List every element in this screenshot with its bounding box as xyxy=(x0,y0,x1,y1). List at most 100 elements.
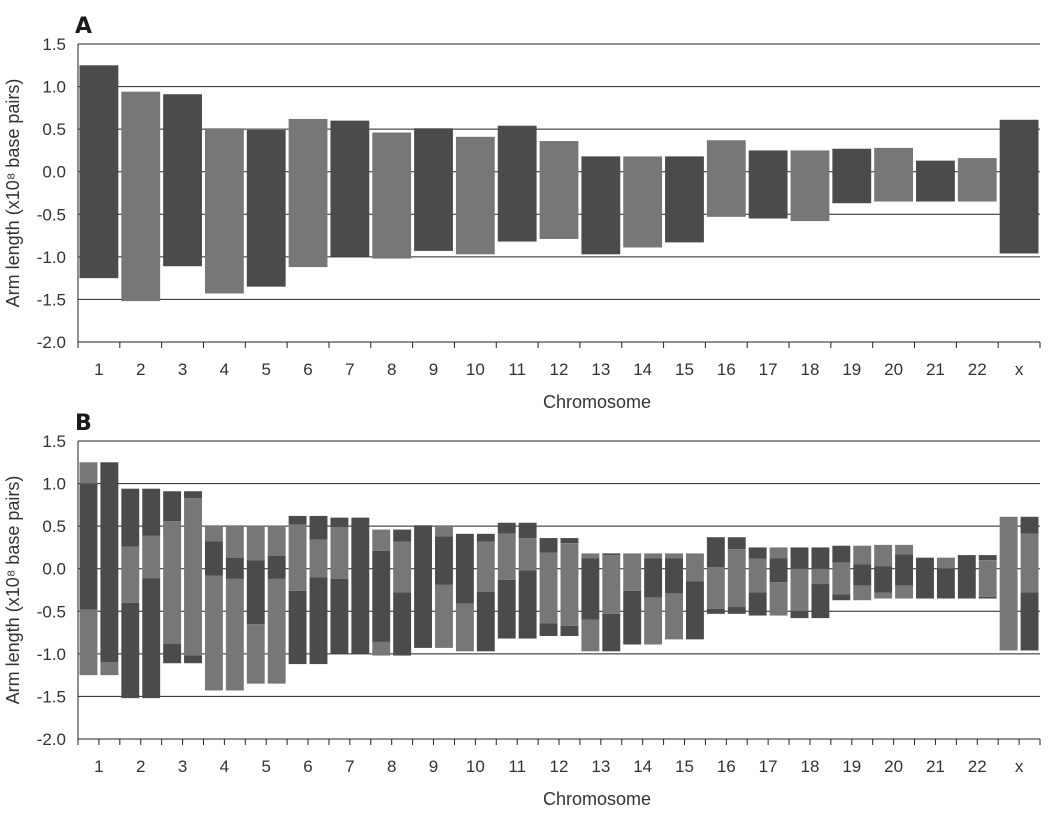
bar-segment xyxy=(978,560,997,597)
bar-segment xyxy=(811,568,830,585)
bar-segment xyxy=(769,582,788,616)
bar-segment xyxy=(351,517,370,654)
y-tick-label: -1.5 xyxy=(37,290,66,309)
x-tick-label: 19 xyxy=(842,360,861,379)
bar-segment xyxy=(1020,516,1039,534)
x-tick-label: 13 xyxy=(591,757,610,776)
x-tick-label: 15 xyxy=(675,360,694,379)
bar-segment xyxy=(204,525,223,542)
bar-segment xyxy=(518,522,537,539)
bar-segment xyxy=(497,579,516,639)
bar-segment xyxy=(372,641,391,656)
y-tick-label: 0.5 xyxy=(42,517,66,536)
bar-segment xyxy=(330,526,349,579)
x-tick-label: 22 xyxy=(968,757,987,776)
bar-segment xyxy=(665,553,683,559)
bar-segment xyxy=(142,488,161,536)
bar-segment xyxy=(936,568,955,599)
bar xyxy=(874,147,914,202)
bar-segment xyxy=(163,643,182,664)
bar xyxy=(539,141,579,239)
bar xyxy=(957,158,997,202)
bar xyxy=(916,160,955,202)
bar-segment xyxy=(267,578,286,684)
x-tick-label: 5 xyxy=(261,360,270,379)
x-tick-label: 11 xyxy=(508,757,526,776)
bar-segment xyxy=(163,491,182,522)
x-tick-label: 14 xyxy=(633,360,652,379)
bar xyxy=(581,156,621,255)
x-tick-label: x xyxy=(1015,360,1024,379)
bar-segment xyxy=(832,562,851,595)
bar-segment xyxy=(727,537,746,550)
bar-segment xyxy=(685,553,704,582)
bar-segment xyxy=(1020,592,1039,651)
bar-segment xyxy=(706,567,725,609)
bar xyxy=(665,156,704,243)
bar-segment xyxy=(560,543,579,626)
bar xyxy=(288,118,328,268)
bar-segment xyxy=(581,553,600,559)
bar-segment xyxy=(936,557,955,569)
bar-segment xyxy=(497,533,516,580)
bar-segment xyxy=(204,575,223,691)
bar-segment xyxy=(476,541,495,592)
bar xyxy=(455,136,495,255)
x-tick-label: 15 xyxy=(675,757,694,776)
bar-segment xyxy=(895,544,914,555)
bar-segment xyxy=(644,553,663,559)
bar-segment xyxy=(644,597,663,645)
y-tick-label: 1.5 xyxy=(42,35,66,54)
bar-segment xyxy=(309,515,328,540)
bar-segment xyxy=(727,607,746,614)
bar-segment xyxy=(288,524,307,591)
bar-segment xyxy=(665,558,683,594)
bar-segment xyxy=(163,521,182,644)
bar-segment xyxy=(455,533,474,604)
bar xyxy=(414,128,453,251)
bar-segment xyxy=(267,526,286,556)
x-tick-label: 10 xyxy=(466,757,485,776)
x-tick-label: 17 xyxy=(759,757,778,776)
bar-segment xyxy=(204,541,223,576)
bar-segment xyxy=(874,592,893,599)
x-tick-label: 6 xyxy=(303,757,312,776)
bar-segment xyxy=(790,611,809,619)
x-axis-title: Chromosome xyxy=(543,789,651,809)
x-tick-label: 20 xyxy=(884,360,903,379)
bar-segment xyxy=(184,491,202,499)
x-tick-label: x xyxy=(1015,757,1024,776)
bar-segment xyxy=(811,584,830,619)
bar xyxy=(999,119,1039,254)
bar-segment xyxy=(853,545,872,565)
y-tick-label: -1.0 xyxy=(37,645,66,664)
bar-segment xyxy=(497,522,516,534)
x-tick-label: 1 xyxy=(94,757,103,776)
x-tick-label: 7 xyxy=(345,757,354,776)
x-tick-label: 22 xyxy=(968,360,987,379)
bar-segment xyxy=(539,552,558,624)
bar-segment xyxy=(602,555,621,614)
bar-segment xyxy=(895,585,914,599)
bar-segment xyxy=(518,570,537,639)
x-tick-label: 7 xyxy=(345,360,354,379)
bar-segment xyxy=(602,553,621,556)
bar-segment xyxy=(539,538,558,553)
x-tick-label: 14 xyxy=(633,757,652,776)
bar-segment xyxy=(727,549,746,608)
bar-segment xyxy=(748,592,767,616)
x-tick-label: 21 xyxy=(926,360,945,379)
bar xyxy=(372,132,412,259)
bar-segment xyxy=(288,590,307,665)
bar xyxy=(706,140,746,217)
bar-segment xyxy=(393,592,412,656)
x-tick-label: 9 xyxy=(429,757,438,776)
x-tick-label: 2 xyxy=(136,757,145,776)
bar-segment xyxy=(895,554,914,586)
bar-segment xyxy=(330,517,349,527)
y-tick-label: 0.0 xyxy=(42,560,66,579)
bar-segment xyxy=(999,516,1018,585)
y-tick-label: 1.5 xyxy=(42,432,66,451)
y-tick-label: -0.5 xyxy=(37,205,66,224)
x-tick-label: 16 xyxy=(717,360,736,379)
